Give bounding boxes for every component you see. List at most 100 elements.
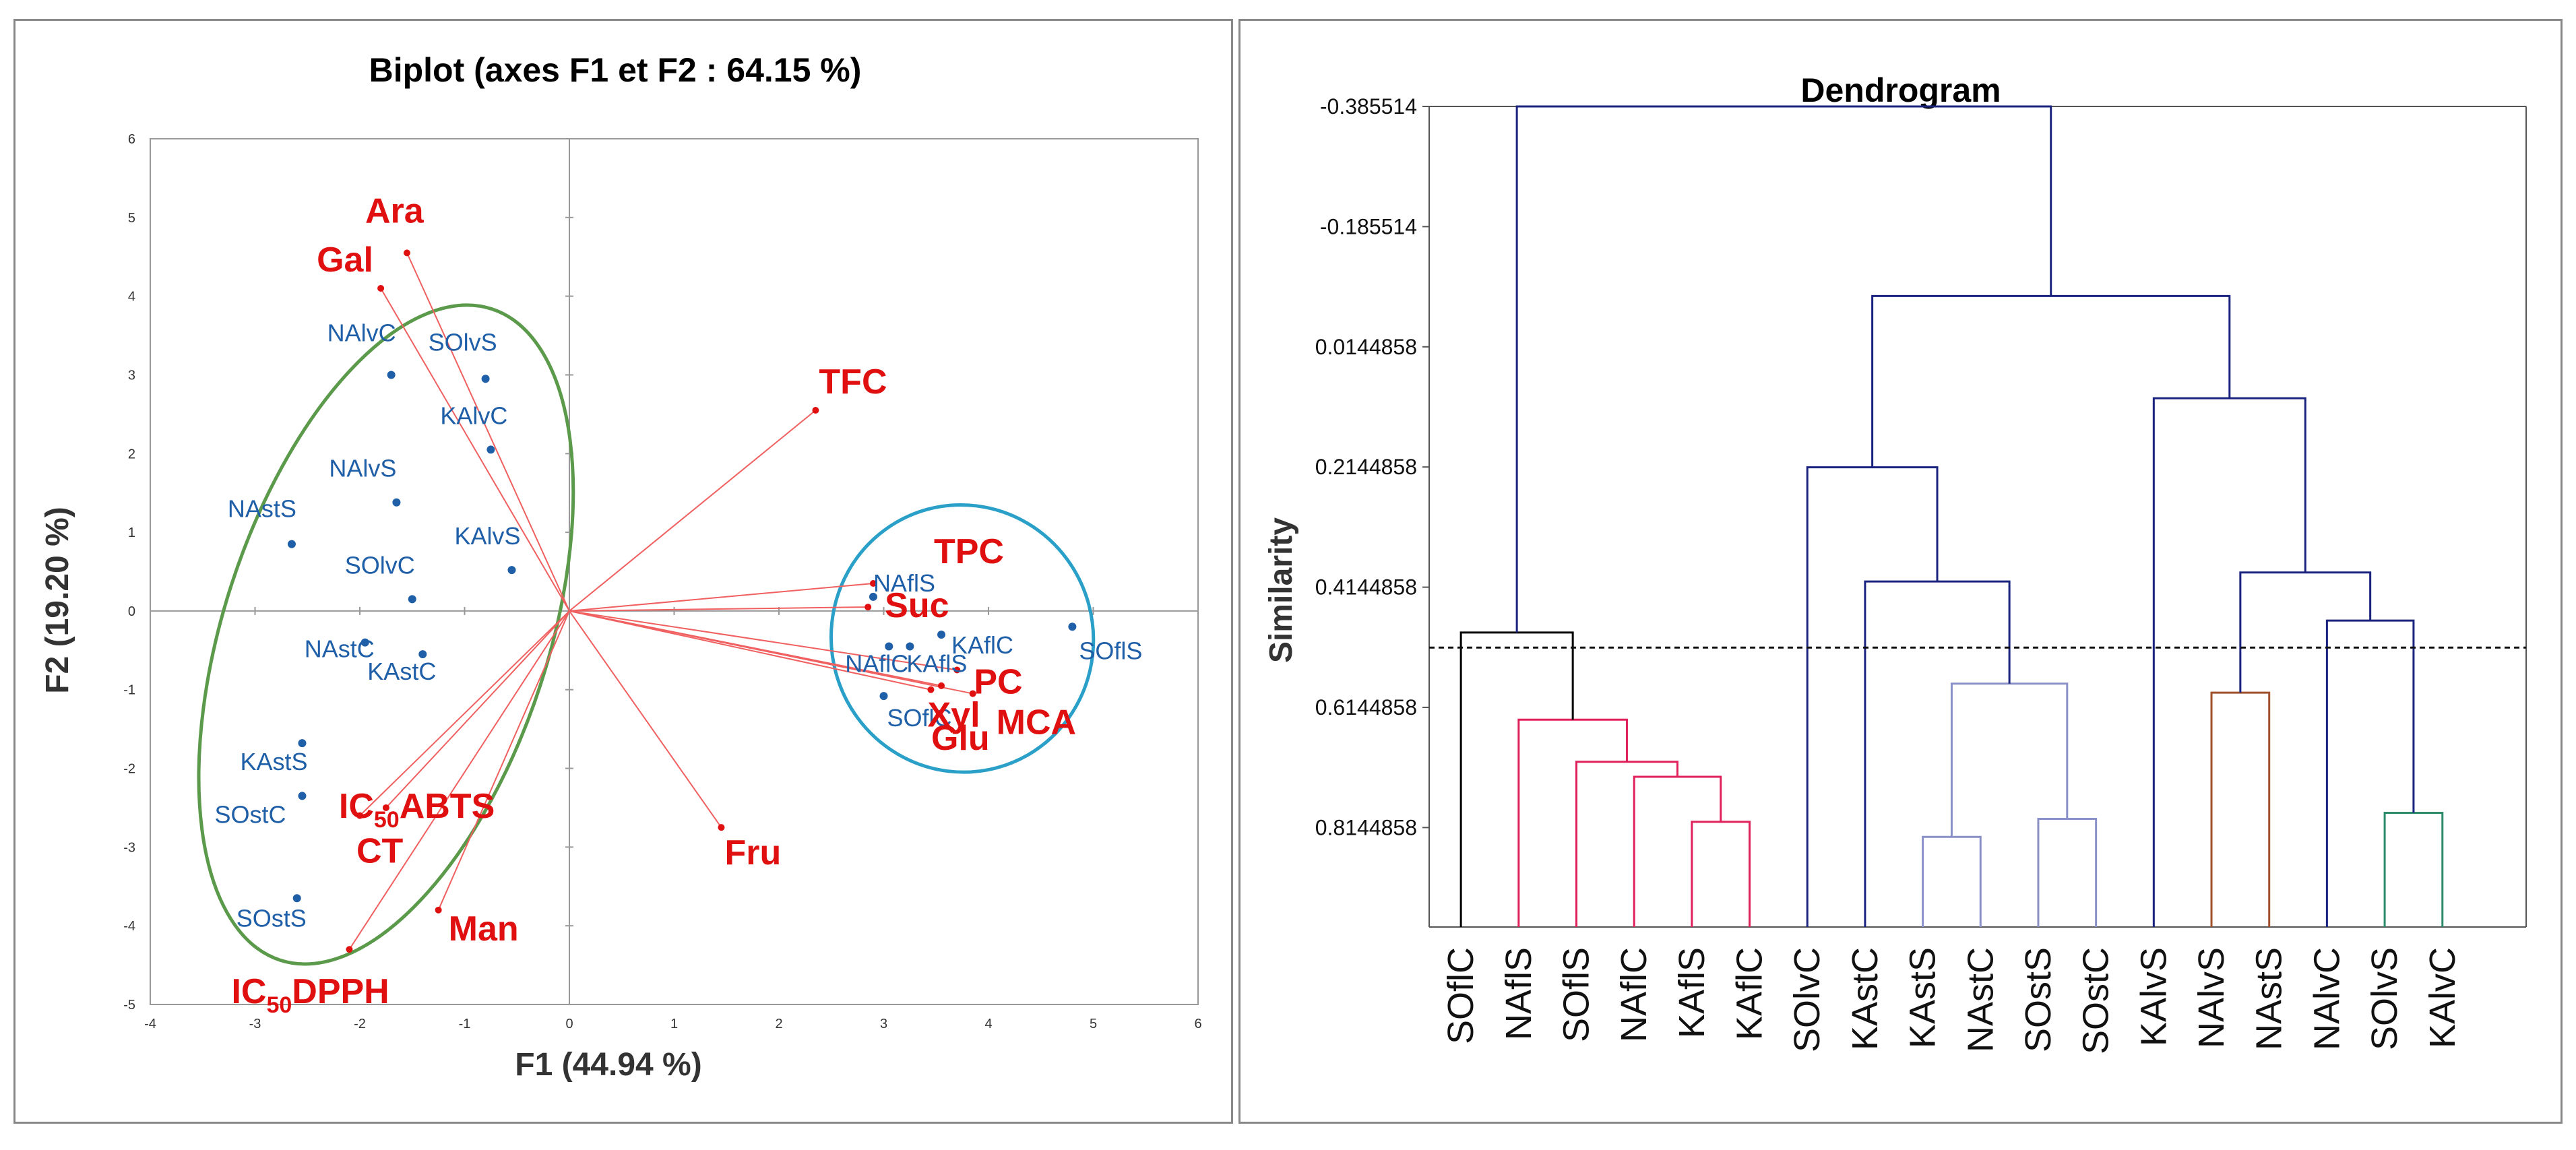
variable-label-xyl: Xyl xyxy=(927,696,980,735)
vector-tip-ic50dpph xyxy=(346,946,353,953)
y-tick-label: 0.8144858 xyxy=(1315,815,1417,839)
leaf-label-solvs: SOlvS xyxy=(2364,947,2405,1050)
dendrogram-link-11 xyxy=(2383,812,2444,927)
x-tick-label: 5 xyxy=(1090,1017,1097,1031)
observation-label-kalvc: KAlvC xyxy=(440,402,507,429)
observation-label-sostc: SOstC xyxy=(214,800,286,828)
y-tick-label: 4 xyxy=(128,290,135,305)
dpph-suffix: DPPH xyxy=(292,972,389,1011)
observation-point-solvs xyxy=(481,375,490,383)
variable-label-pc: PC xyxy=(974,663,1022,702)
observation-point-naflc xyxy=(885,642,893,651)
biplot-ylabel: F2 (19.20 %) xyxy=(40,507,75,693)
observation-point-nastc xyxy=(360,638,369,647)
x-tick-label: -3 xyxy=(249,1017,261,1031)
vector-gal xyxy=(380,288,570,612)
leaf-label-nalvc: NAlvC xyxy=(2306,947,2347,1050)
leaf-label-nasts: NAstS xyxy=(2249,947,2290,1050)
y-tick-label: 5 xyxy=(128,211,135,226)
observation-label-nafls: NAflS xyxy=(873,569,935,597)
leaf-label-soflc: SOflC xyxy=(1441,947,1481,1044)
ic-prefix: IC xyxy=(339,787,374,826)
y-tick-label: -5 xyxy=(123,998,135,1013)
leaf-label-kafls: KAflS xyxy=(1672,947,1712,1038)
leaf-label-kalvc: KAlvC xyxy=(2422,947,2463,1048)
observation-point-sostc xyxy=(298,792,307,800)
observation-point-kafls xyxy=(906,642,914,651)
vector-tip-ct xyxy=(356,812,363,819)
y-tick-label: -0.385514 xyxy=(1320,94,1417,119)
vector-tip-gal xyxy=(377,284,385,292)
observation-point-kasts xyxy=(298,739,307,748)
dendrogram-link-2 xyxy=(1575,761,1678,927)
y-tick-label: -2 xyxy=(123,762,135,777)
subscript-50: 50 xyxy=(266,992,292,1018)
observation-point-nafls xyxy=(869,592,877,601)
dendrogram-link-3 xyxy=(1517,718,1628,927)
observation-point-kalvs xyxy=(507,566,516,575)
leaf-label-solvc: SOlvC xyxy=(1787,947,1827,1052)
dendrogram-link-14 xyxy=(2152,397,2306,927)
x-tick-label: 4 xyxy=(984,1017,992,1031)
observation-label-sofls: SOflS xyxy=(1079,637,1142,664)
x-tick-label: -2 xyxy=(354,1017,366,1031)
vector-tfc xyxy=(569,410,817,612)
dendrogram-link-12 xyxy=(2325,619,2415,927)
subscript-50: 50 xyxy=(374,807,400,833)
dendrogram-panel: Dendrogram Similarity -0.385514 -0.185514… xyxy=(1238,19,2563,1124)
variable-label-mca: MCA xyxy=(997,703,1076,742)
leaf-label-kaflc: KAflC xyxy=(1730,947,1770,1040)
vector-tpc xyxy=(569,583,874,612)
y-tick-label: 0.0144858 xyxy=(1315,335,1417,359)
biplot-xlabel: F1 (44.94 %) xyxy=(515,1047,701,1083)
variable-label-tpc: TPC xyxy=(934,532,1004,571)
observation-point-sosts xyxy=(292,894,301,903)
vector-ct xyxy=(359,610,570,817)
observation-label-nalvs: NAlvS xyxy=(329,455,396,482)
x-tick-label: -1 xyxy=(459,1017,471,1031)
x-tick-label: 6 xyxy=(1194,1017,1201,1031)
vector-tip-tpc xyxy=(869,580,877,587)
observation-point-nasts xyxy=(287,540,296,548)
vector-tip-man xyxy=(435,906,442,914)
vector-ic50dpph xyxy=(348,610,570,950)
dendrogram-link-5 xyxy=(1922,835,1982,927)
leaf-label-kastc: KAstC xyxy=(1845,947,1885,1050)
vector-tip-mca xyxy=(969,690,976,697)
observation-point-kaflc xyxy=(937,630,946,639)
observation-label-kastc: KAstC xyxy=(367,658,436,685)
dendrogram-link-10 xyxy=(2210,691,2271,927)
observation-point-soflc xyxy=(879,692,888,701)
variable-label-ic50-abts: IC50ABTS xyxy=(339,787,495,833)
vector-tip-ara xyxy=(403,249,410,257)
vector-tip-glu xyxy=(938,682,945,689)
x-tick-label: 1 xyxy=(670,1017,678,1031)
vector-fru xyxy=(569,610,722,828)
dendrogram-link-15 xyxy=(1871,294,2231,468)
x-tick-label: 0 xyxy=(565,1017,573,1031)
variable-label-suc: Suc xyxy=(885,586,949,625)
dendrogram-link-0 xyxy=(1691,821,1751,927)
y-tick-label: 0.6144858 xyxy=(1315,695,1417,720)
vector-tip-suc xyxy=(865,604,872,611)
dendrogram-ylabel: Similarity xyxy=(1263,517,1299,663)
y-tick-label: 0 xyxy=(128,604,135,619)
dendrogram-link-9 xyxy=(1806,466,1939,927)
variable-label-ct: CT xyxy=(356,832,404,871)
vector-tip-pc xyxy=(953,666,961,674)
observation-label-nalvc: NAlvC xyxy=(327,319,396,346)
observation-label-soflc: SOflC xyxy=(887,704,952,732)
observation-label-nastc: NAstC xyxy=(305,635,375,663)
variable-label-fru: Fru xyxy=(724,833,781,872)
biplot-panel: Biplot (axes F1 et F2 : 64.15 %) F1 (44.… xyxy=(13,19,1233,1124)
x-tick-label: 2 xyxy=(775,1017,782,1031)
x-tick-label: 3 xyxy=(880,1017,887,1031)
y-tick-label: 6 xyxy=(128,132,135,147)
y-tick-label: -3 xyxy=(123,840,135,855)
dendrogram-link-1 xyxy=(1633,775,1722,927)
vector-glu xyxy=(569,610,942,686)
vector-tip-fru xyxy=(718,824,725,831)
leaf-label-sosts: SOstS xyxy=(2018,947,2059,1052)
abts-suffix: ABTS xyxy=(400,787,495,826)
observation-point-kalvc xyxy=(486,445,495,454)
